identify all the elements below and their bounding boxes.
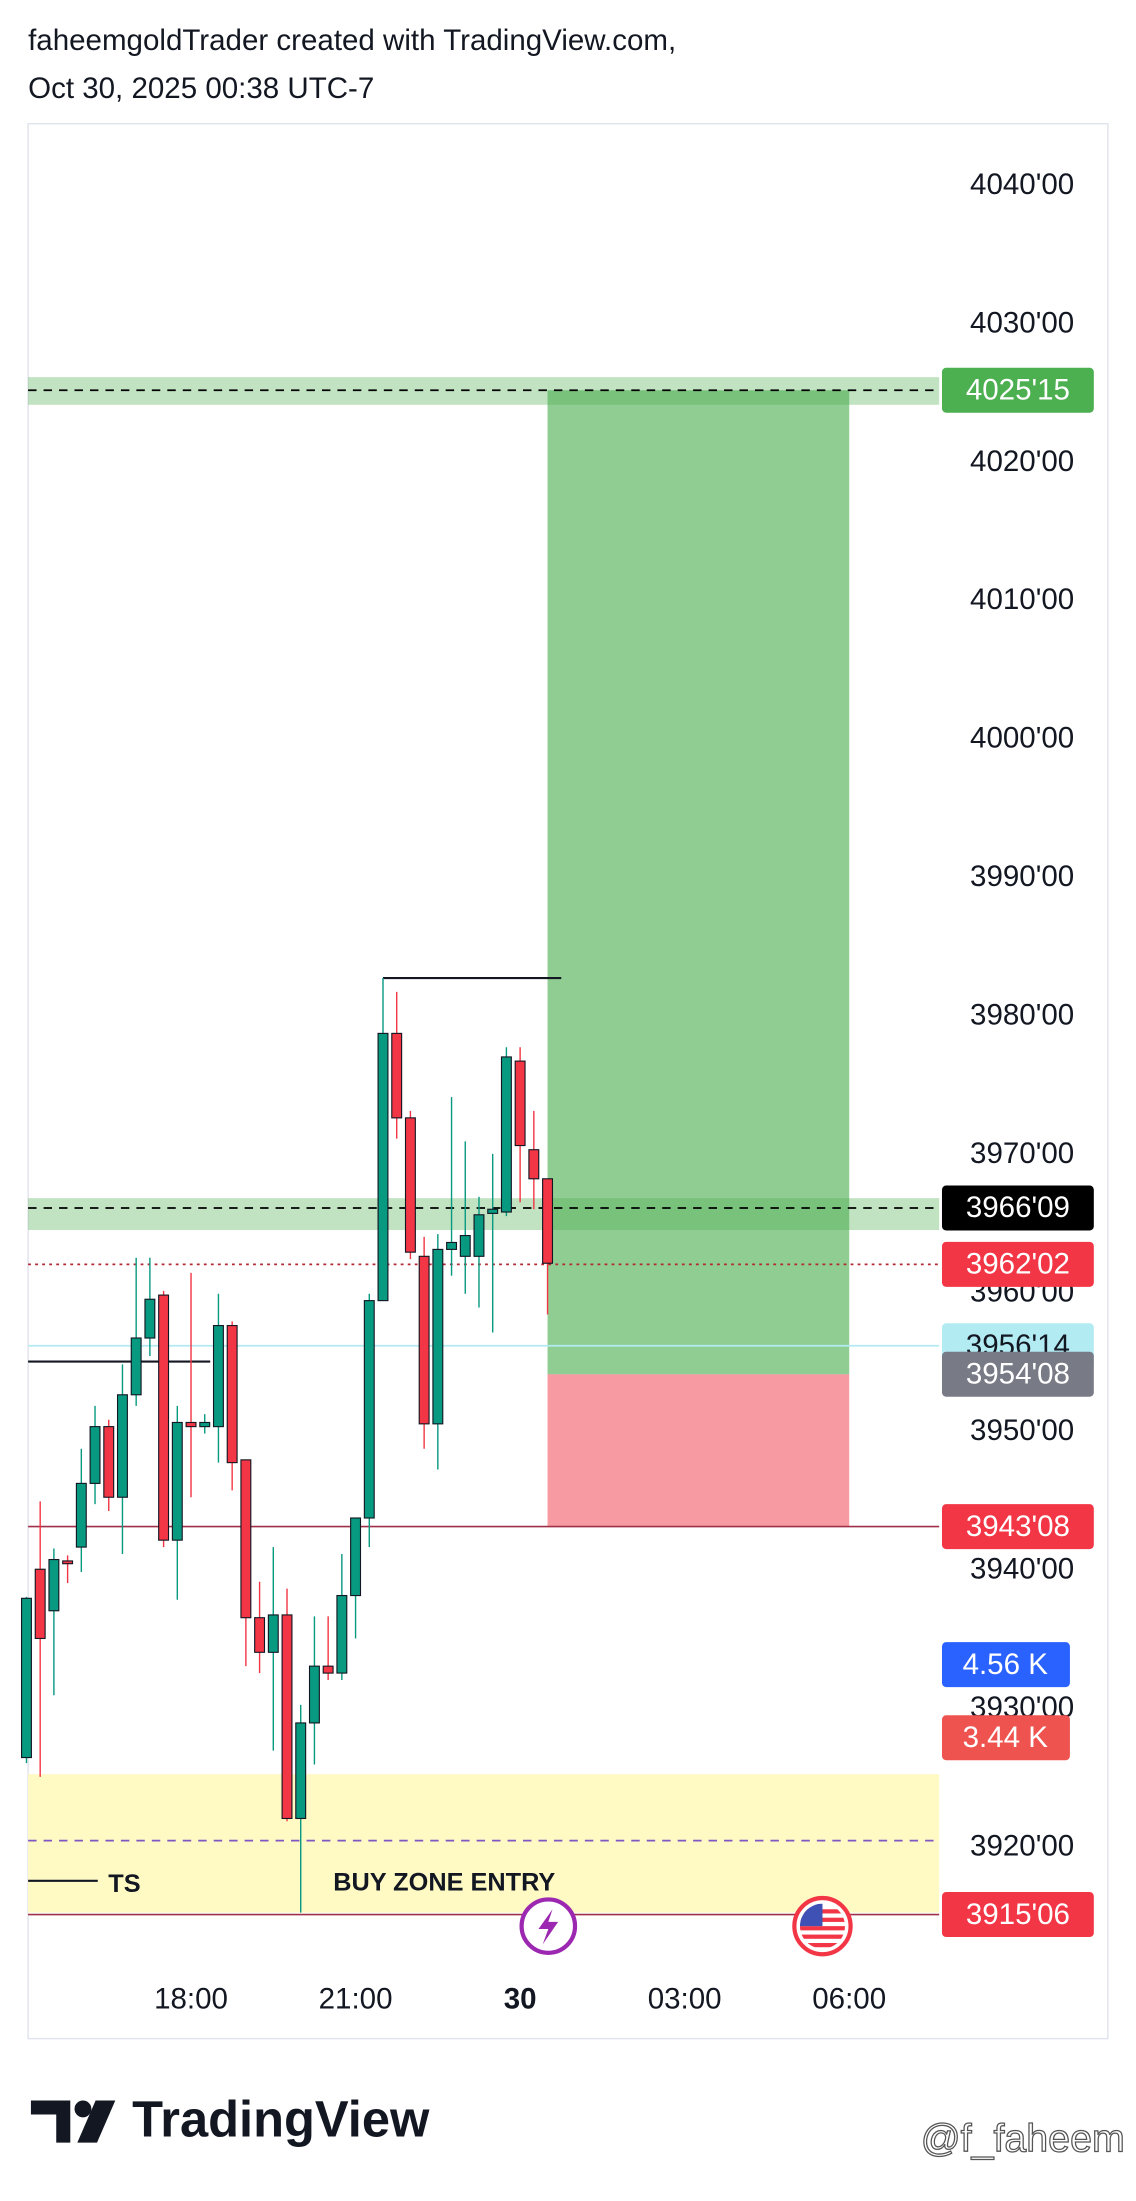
y-tick-label: 3980'00 [970,999,1074,1032]
candle-body [487,1208,499,1214]
volume-badge [941,1715,1070,1761]
volume-label: 3.44 K [963,1721,1049,1754]
price-label: 3954'08 [966,1357,1070,1390]
x-tick-label: 21:00 [319,1982,393,2015]
annotation: BUY ZONE ENTRY [333,1869,555,1897]
candle-body [116,1394,128,1498]
y-tick-label: 3920'00 [970,1829,1074,1862]
candle-body [240,1459,252,1619]
x-tick-label: 18:00 [154,1982,228,2015]
candle-body [199,1421,211,1428]
candle-body [20,1597,32,1759]
candle-body [267,1614,279,1653]
candle-body [322,1665,334,1674]
candle-body [75,1482,87,1548]
price-badge [941,1185,1094,1231]
loss-zone [547,1374,850,1527]
price-badge [941,1892,1094,1938]
candle-body [158,1294,170,1541]
x-tick-label: 30 [504,1982,537,2015]
candle-body [212,1324,224,1428]
event-icon[interactable] [519,1897,578,1955]
y-tick-label: 4030'00 [970,306,1074,339]
candle-body [432,1248,444,1425]
candle-body [336,1594,348,1674]
candle-body [542,1178,554,1264]
annotation: TS [108,1870,140,1898]
candle-body [377,1032,389,1302]
price-badge [941,1351,1094,1397]
candle-body [363,1300,375,1519]
candle-body [295,1722,307,1820]
candle-body [404,1117,416,1253]
candle-body [459,1234,471,1257]
candle-body [89,1426,101,1484]
candle-body [185,1421,197,1428]
zone [28,1774,940,1913]
drawings [28,377,940,1916]
candle-body [103,1426,115,1498]
price-label: 3915'06 [966,1898,1070,1931]
y-tick-label: 3950'00 [970,1414,1074,1447]
candle-body [62,1560,74,1565]
x-tick-label: 06:00 [812,1982,886,2015]
price-label: 3966'09 [966,1191,1070,1224]
candle-body [350,1517,362,1597]
candle-body [281,1614,293,1820]
candle-body [446,1241,458,1250]
price-label: 3943'08 [966,1510,1070,1543]
brand-logo [30,2100,116,2143]
candle-body [144,1298,156,1339]
chart-title: faheemgoldTrader created with TradingVie… [28,24,676,57]
y-tick-label: 4010'00 [970,583,1074,616]
candle-body [48,1558,60,1612]
candle-body [254,1617,266,1653]
candle-body [308,1665,320,1724]
brand-name: TradingView [132,2090,430,2147]
y-tick-label: 3990'00 [970,860,1074,893]
y-tick-label: 4000'00 [970,722,1074,755]
candle-body [500,1056,512,1213]
volume-label: 4.56 K [963,1648,1049,1681]
candle-body [226,1324,238,1464]
y-tick-label: 3940'00 [970,1552,1074,1585]
flag-icon[interactable] [792,1895,853,1957]
volume-badge [941,1642,1070,1688]
candle-body [130,1337,142,1396]
price-label: 3962'02 [966,1248,1070,1281]
price-label: 4025'15 [966,373,1070,406]
watermark: @f_faheem [921,2117,1125,2161]
candle-body [171,1421,183,1541]
candle-body [391,1032,403,1119]
y-tick-label: 4040'00 [970,168,1074,201]
profit-zone [547,390,850,1375]
candle-body [514,1060,526,1147]
y-tick-label: 4020'00 [970,445,1074,478]
plot: 4040'00 4030'00 4020'00 4010'00 4000'00 3990'… [20,168,1094,2015]
y-tick-label: 3970'00 [970,1137,1074,1170]
candle-body [418,1255,430,1425]
price-badge [941,367,1094,413]
x-tick-label: 03:00 [648,1982,722,2015]
price-badge [941,1504,1094,1550]
candle-body [473,1214,485,1257]
price-badge [941,1241,1094,1287]
candle-body [34,1568,46,1640]
chart-subtitle: Oct 30, 2025 00:38 UTC-7 [28,72,374,105]
candle-body [528,1149,540,1180]
